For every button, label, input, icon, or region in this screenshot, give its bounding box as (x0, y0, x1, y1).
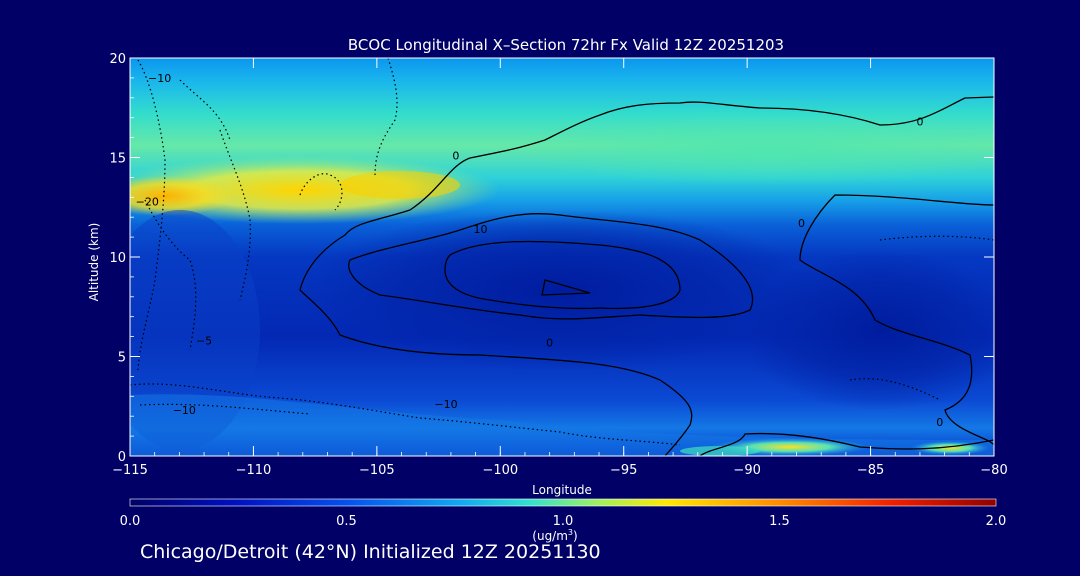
colorbar-tick-label: 1.0 (553, 514, 574, 529)
contour-label: 10 (474, 223, 488, 236)
contour-label: 0 (546, 337, 553, 350)
contour-lines (130, 58, 994, 456)
contour-label: −20 (136, 195, 159, 208)
contour-label: 0 (452, 149, 459, 162)
x-tick-label: −90 (733, 463, 760, 478)
contour-label: −10 (434, 398, 457, 411)
contour-label: −5 (196, 335, 212, 348)
contour-label: −10 (148, 72, 171, 85)
contour-max (541, 279, 591, 296)
x-tick-label: −95 (610, 463, 637, 478)
x-tick-label: −115 (112, 463, 148, 478)
colorbar-tick-label: 0.5 (336, 514, 357, 529)
x-tick-label: −100 (482, 463, 518, 478)
contour-labels: −10 −20 0 0 10 0 0 −5 −10 −10 0 (136, 72, 944, 429)
contour-label: 0 (936, 416, 943, 429)
concentration-field (130, 58, 994, 456)
x-tick-label: −80 (980, 463, 1007, 478)
contour-label: −10 (173, 404, 196, 417)
footer-caption: Chicago/Detroit (42°N) Initialized 12Z 2… (140, 541, 601, 563)
colorbar: 0.0 0.5 1.0 1.5 2.0 (ug/m3) (120, 498, 1007, 543)
contour-label: 0 (916, 116, 923, 129)
contour-zero-main (299, 96, 994, 456)
colorbar-tick-label: 1.5 (769, 514, 790, 529)
y-tick-label: 20 (109, 52, 126, 67)
contour-ten-inner (444, 240, 681, 310)
contour-neg-dotted-3 (130, 383, 681, 446)
y-axis-label: Altitude (km) (87, 223, 101, 302)
y-tick-label: 5 (118, 351, 126, 366)
x-tick-label: −105 (359, 463, 395, 478)
y-tick-label: 10 (109, 251, 126, 266)
x-axis-label: Longitude (532, 483, 592, 497)
colorbar-ticks: 0.0 0.5 1.0 1.5 2.0 (120, 514, 1007, 529)
x-axis: −115 −110 −105 −100 −95 −90 −85 −80 (112, 58, 1008, 478)
contour-ten-loop (348, 213, 754, 320)
colorbar-units: (ug/m3) (532, 528, 577, 543)
y-tick-label: 15 (109, 152, 126, 167)
colorbar-tick-label: 2.0 (986, 514, 1007, 529)
x-tick-label: −85 (857, 463, 884, 478)
contour-neg-dotted-1 (179, 58, 398, 301)
contour-zero-surface (699, 432, 994, 456)
contour-label: 0 (798, 217, 805, 230)
chart-title: BCOC Longitudinal X–Section 72hr Fx Vali… (348, 36, 784, 54)
y-axis: 0 5 10 15 20 (109, 52, 994, 465)
colorbar-gradient (129, 498, 997, 507)
x-tick-label: −110 (236, 463, 272, 478)
contour-neg-dotted-4 (849, 235, 994, 401)
colorbar-tick-label: 0.0 (120, 514, 141, 529)
contour-neg-dotted-2 (137, 59, 197, 371)
y-tick-label: 0 (118, 450, 126, 465)
